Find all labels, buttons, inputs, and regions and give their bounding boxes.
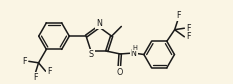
Text: S: S	[88, 50, 93, 59]
Text: N: N	[96, 19, 102, 28]
Text: F: F	[186, 32, 191, 41]
Text: O: O	[116, 68, 123, 77]
Text: F: F	[186, 24, 191, 33]
Text: N: N	[131, 49, 137, 58]
Text: F: F	[22, 57, 27, 66]
Text: F: F	[176, 11, 180, 20]
Text: F: F	[33, 73, 38, 82]
Text: F: F	[48, 67, 52, 76]
Text: H: H	[133, 45, 137, 51]
